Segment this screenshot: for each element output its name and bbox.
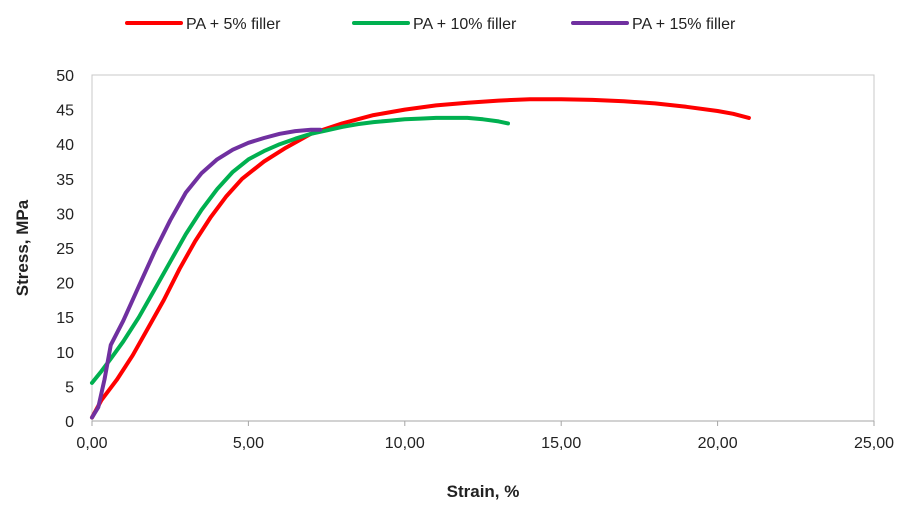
y-tick-label: 25 <box>56 241 74 258</box>
y-tick-label: 35 <box>56 172 74 189</box>
x-tick-label: 5,00 <box>233 435 264 452</box>
x-tick-label: 0,00 <box>76 435 107 452</box>
series-line-2 <box>90 115 510 385</box>
legend-label-2: PA + 10% filler <box>413 16 517 33</box>
y-tick-label: 20 <box>56 276 74 293</box>
y-tick-label: 5 <box>65 379 74 396</box>
legend-label-1: PA + 5% filler <box>186 16 281 33</box>
x-tick-label: 25,00 <box>854 435 894 452</box>
axes: 0 5 10 15 20 25 30 35 40 45 50 0,00 5,00 10,00 15,00 20… <box>56 68 894 452</box>
y-tick-label: 10 <box>56 345 74 362</box>
series-line-3 <box>90 127 323 420</box>
y-tick-label: 50 <box>56 68 74 85</box>
legend-label-3: PA + 15% filler <box>632 16 736 33</box>
plot-area-border <box>91 74 875 422</box>
y-tick-label: 45 <box>56 103 74 120</box>
y-axis-title: Stress, MPa <box>13 199 32 296</box>
x-tick-label: 15,00 <box>541 435 581 452</box>
series-layer <box>90 97 751 420</box>
series-line-1 <box>90 97 751 420</box>
y-tick-label: 15 <box>56 310 74 327</box>
y-tick-label: 0 <box>65 414 74 431</box>
x-tick-label: 20,00 <box>698 435 738 452</box>
legend: PA + 5% filler PA + 10% filler PA + 15% fi… <box>125 16 736 33</box>
y-tick-label: 30 <box>56 206 74 223</box>
x-tick-label: 10,00 <box>385 435 425 452</box>
y-tick-label: 40 <box>56 137 74 154</box>
x-axis-title: Strain, % <box>447 482 520 501</box>
